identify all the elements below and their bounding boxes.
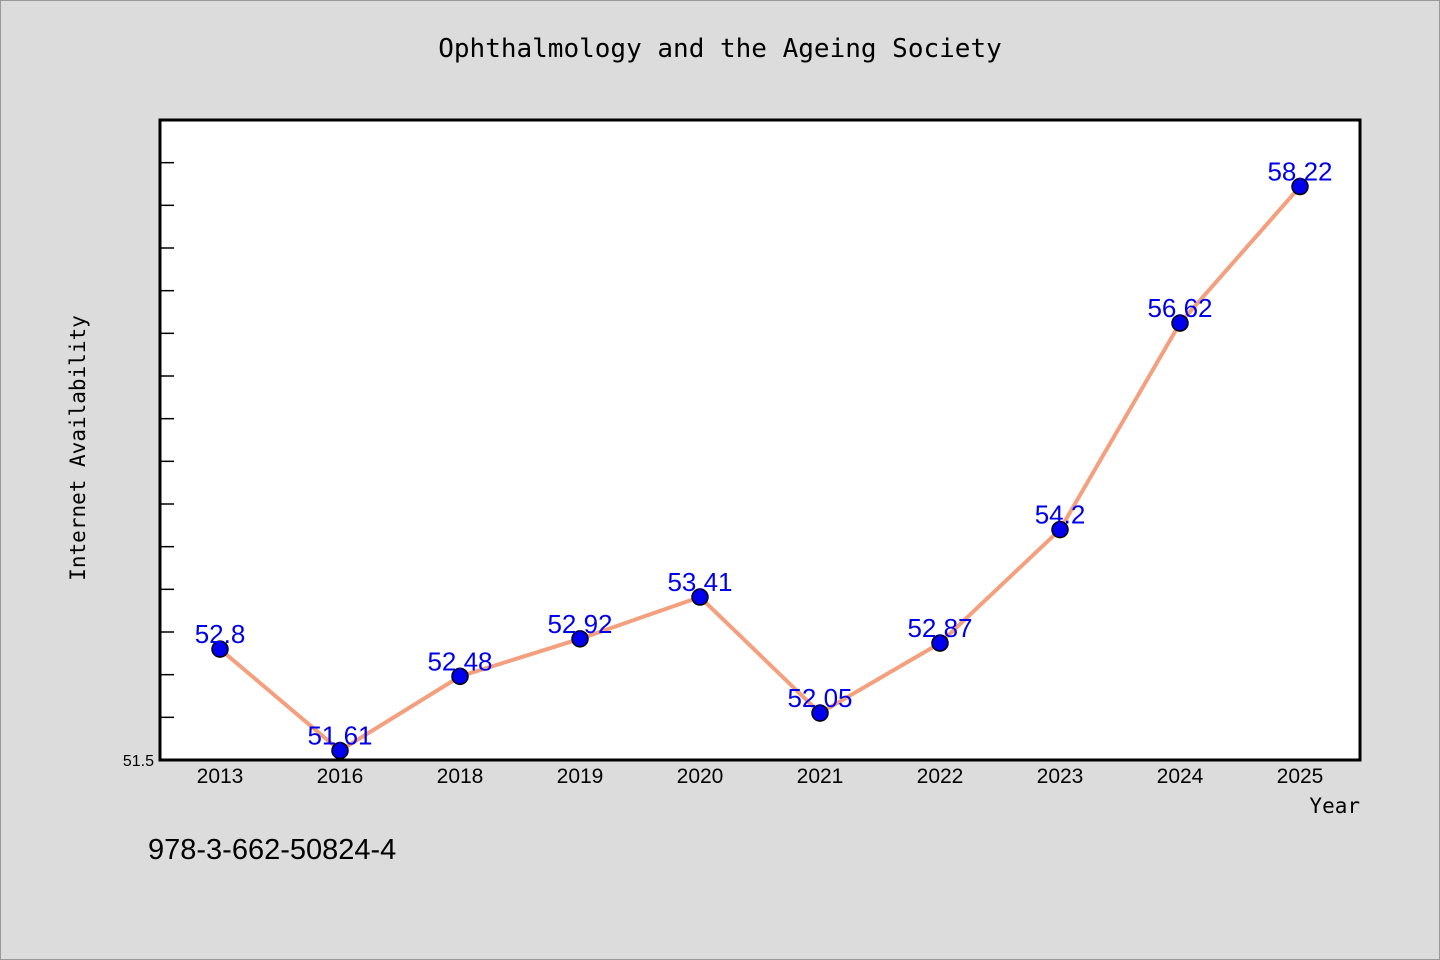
x-tick-label: 2016 (317, 765, 364, 788)
data-point (451, 667, 469, 686)
series-line-layer (218, 184, 1302, 753)
x-tick-label: 2019 (557, 765, 604, 788)
footer-code: 978-3-662-50824-4 (148, 834, 397, 866)
data-point (1171, 314, 1189, 332)
y-axis-label: Internet Availability (66, 315, 90, 581)
data-labels: 52.8 51.61 52.48 52.92 53.41 52.05 52.87 54.2 56… (195, 157, 1333, 751)
x-tick-label: 2013 (197, 765, 244, 788)
plot-border (158, 118, 1362, 762)
data-label: 52.48 (427, 646, 492, 676)
x-tick-labels: 2013 2016 2018 2019 2020 2021 2022 2023 2024 2025 (197, 765, 1324, 788)
data-point (931, 634, 949, 652)
x-tick-label: 2018 (437, 765, 484, 788)
data-point (1051, 520, 1069, 539)
chart-title: Ophthalmology and the Ageing Society (438, 34, 1002, 64)
data-point (571, 630, 589, 648)
data-label: 53.41 (667, 567, 732, 597)
data-label: 52.8 (195, 619, 246, 649)
x-tick-label: 2022 (917, 765, 964, 788)
data-label: 52.05 (787, 683, 852, 713)
x-tick-label: 2021 (797, 765, 844, 788)
x-tick-label: 2025 (1277, 765, 1324, 788)
x-tick-label: 2020 (677, 765, 724, 788)
x-tick-label: 2023 (1037, 765, 1084, 788)
data-point (691, 588, 709, 606)
x-axis-label: Year (1309, 794, 1360, 818)
data-markers (211, 177, 1309, 760)
y-tick-labels: 51.5 (123, 753, 154, 770)
data-point (811, 704, 829, 722)
data-label: 51.61 (307, 721, 372, 751)
data-label: 58.22 (1267, 157, 1332, 187)
data-label: 52.92 (547, 609, 612, 639)
data-point (211, 640, 229, 658)
data-label: 52.87 (907, 613, 972, 643)
x-tick-label: 2024 (1157, 765, 1204, 788)
data-point (1291, 177, 1309, 196)
series-line (218, 184, 1302, 753)
plot-area (160, 120, 1360, 760)
data-label: 54.2 (1035, 500, 1086, 530)
data-label: 56.62 (1147, 293, 1212, 323)
y-tick-label: 51.5 (123, 753, 154, 770)
